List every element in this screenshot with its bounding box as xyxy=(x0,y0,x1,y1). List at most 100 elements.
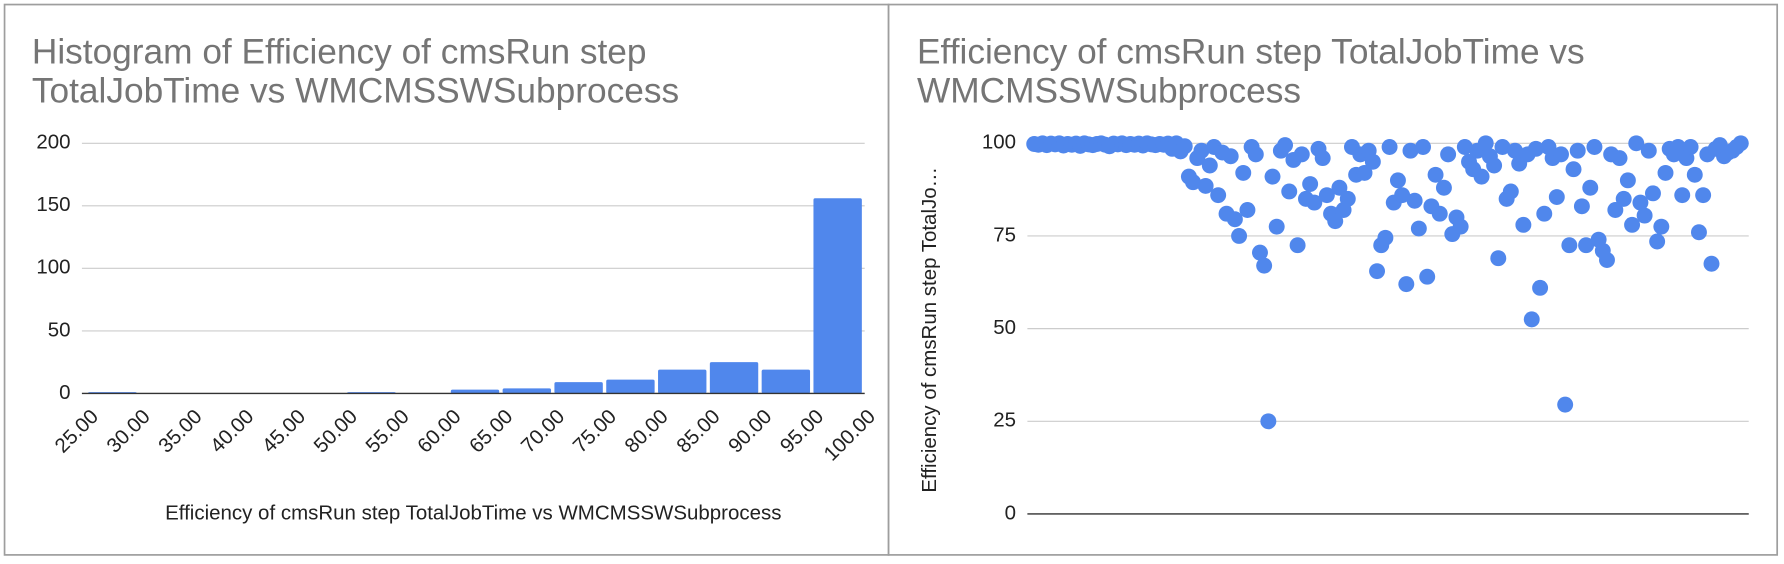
y-tick-label: 100 xyxy=(982,131,1016,154)
point xyxy=(1256,257,1273,274)
point xyxy=(1419,268,1436,285)
y-tick-label: 100 xyxy=(36,256,70,279)
point xyxy=(1331,179,1348,196)
point xyxy=(1201,157,1218,174)
point xyxy=(1523,311,1540,328)
bar xyxy=(554,382,603,394)
point xyxy=(1619,172,1636,189)
y-tick-label: 50 xyxy=(48,318,71,341)
point xyxy=(1231,227,1248,244)
point xyxy=(1302,176,1319,193)
point xyxy=(1281,183,1298,200)
y-tick-label: 200 xyxy=(36,131,70,154)
point xyxy=(1586,139,1603,155)
point xyxy=(1268,218,1285,235)
point xyxy=(1507,142,1523,159)
chart-panel[interactable] xyxy=(3,3,890,556)
point xyxy=(1369,263,1386,280)
y-axis-title: Efficiency of cmsRun step TotalJo… xyxy=(918,167,941,493)
chart-title: WMCMSSWSubprocess xyxy=(917,71,1301,110)
point xyxy=(1690,224,1707,241)
point xyxy=(1402,142,1419,159)
point xyxy=(1431,205,1448,222)
point xyxy=(1557,396,1574,413)
chart-title: TotalJobTime vs WMCMSSWSubprocess xyxy=(32,71,679,110)
point xyxy=(1532,279,1549,296)
point xyxy=(1197,177,1214,194)
point xyxy=(1477,135,1494,152)
point xyxy=(1260,413,1277,430)
point xyxy=(1527,140,1544,157)
point xyxy=(1176,138,1193,155)
y-tick-label: 0 xyxy=(1005,501,1016,524)
point xyxy=(1235,164,1252,181)
point xyxy=(1185,174,1202,191)
point xyxy=(1277,137,1294,154)
point xyxy=(1239,202,1256,218)
point xyxy=(1410,220,1427,237)
point xyxy=(1611,150,1628,167)
point xyxy=(1381,139,1398,155)
point xyxy=(1486,157,1503,174)
point xyxy=(1314,150,1331,167)
point xyxy=(1695,187,1712,204)
point xyxy=(1318,187,1335,204)
y-tick-label: 25 xyxy=(993,409,1016,432)
point xyxy=(1569,142,1586,159)
point xyxy=(1339,190,1356,207)
point xyxy=(1632,194,1649,211)
bar xyxy=(502,388,552,394)
point xyxy=(1440,146,1457,163)
point xyxy=(1628,135,1645,152)
point xyxy=(1670,139,1687,155)
point xyxy=(1427,166,1444,183)
point xyxy=(1703,255,1720,272)
point xyxy=(1327,213,1344,230)
point xyxy=(1578,237,1595,254)
point xyxy=(1193,142,1210,159)
y-tick-label: 75 xyxy=(993,223,1016,246)
bar xyxy=(658,369,707,394)
point xyxy=(1289,237,1306,254)
point xyxy=(1536,205,1553,222)
chart-title: Histogram of Efficiency of cmsRun step xyxy=(32,33,647,72)
chart-title: Efficiency of cmsRun step TotalJobTime v… xyxy=(917,33,1585,72)
bar xyxy=(606,379,655,394)
point xyxy=(1686,166,1703,183)
point xyxy=(1607,202,1624,218)
point xyxy=(1649,233,1666,250)
point xyxy=(1682,139,1699,155)
point xyxy=(1473,168,1490,185)
point xyxy=(1406,192,1423,209)
point xyxy=(1732,135,1749,152)
point xyxy=(1293,146,1310,163)
chart-panel[interactable] xyxy=(887,3,1779,556)
y-tick-label: 50 xyxy=(993,316,1016,339)
point xyxy=(1452,218,1469,235)
point xyxy=(1210,187,1227,204)
point xyxy=(1222,148,1239,165)
point xyxy=(1226,211,1243,228)
point xyxy=(1599,252,1615,269)
point xyxy=(1502,183,1519,200)
point xyxy=(1561,237,1578,254)
point xyxy=(1653,218,1670,235)
x-axis-title: Efficiency of cmsRun step TotalJobTime v… xyxy=(165,501,781,524)
point xyxy=(1640,142,1657,159)
point xyxy=(1674,187,1691,204)
point xyxy=(1490,250,1507,267)
point xyxy=(1435,179,1452,196)
point xyxy=(1636,207,1653,224)
point xyxy=(1247,146,1264,163)
point xyxy=(1565,161,1582,178)
point xyxy=(1657,164,1674,181)
point xyxy=(1456,139,1473,155)
point xyxy=(1548,189,1565,205)
point xyxy=(1306,194,1323,211)
point xyxy=(1515,216,1532,233)
point xyxy=(1394,187,1411,204)
y-tick-label: 0 xyxy=(59,381,70,404)
point xyxy=(1252,244,1268,261)
